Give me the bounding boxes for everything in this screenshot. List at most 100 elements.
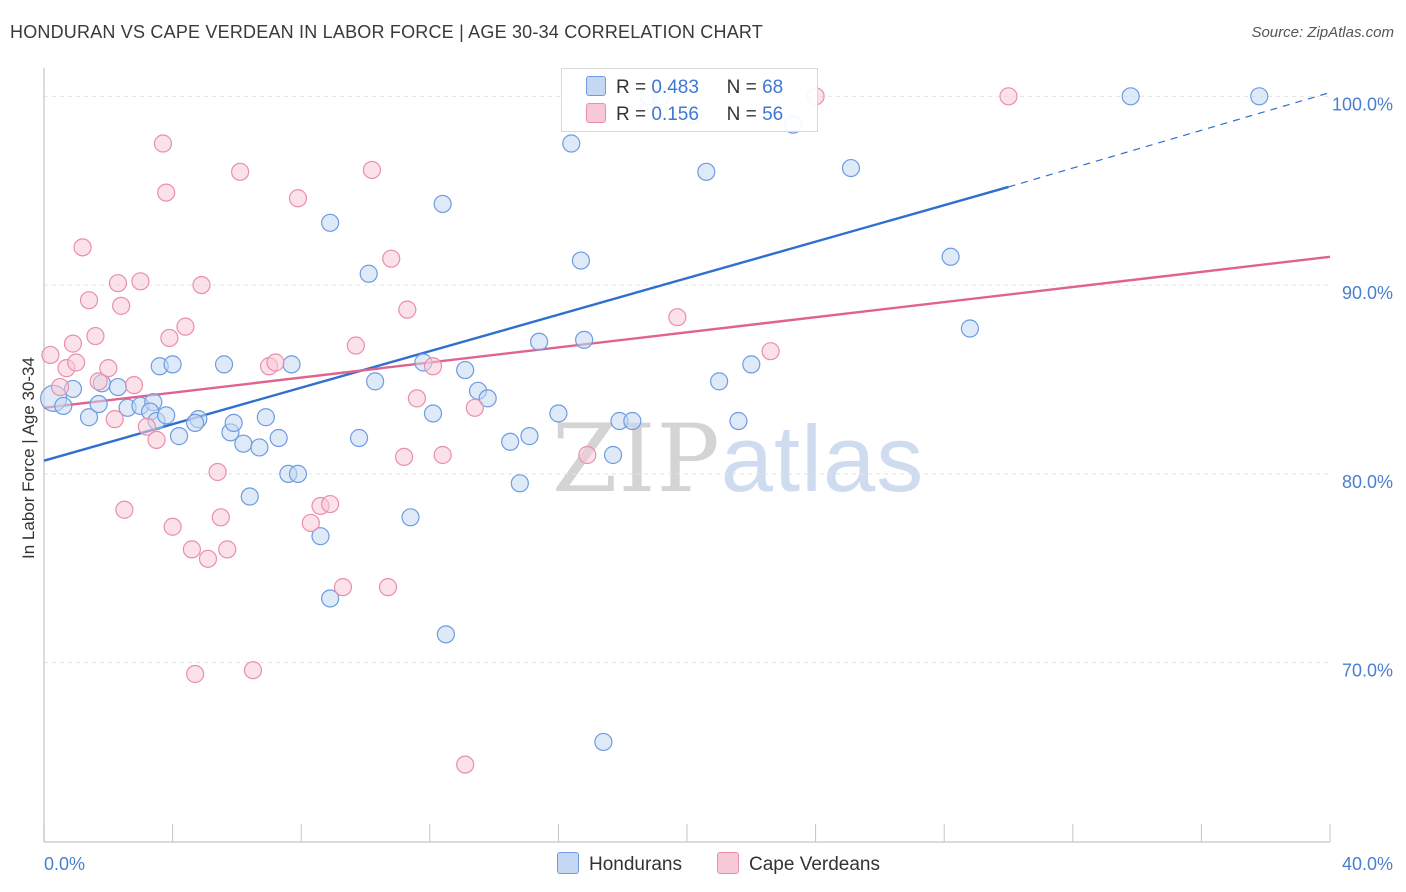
point-cape-verdean — [398, 300, 417, 319]
series-legend: Hondurans Cape Verdeans — [0, 852, 1406, 876]
data-points — [40, 87, 1269, 774]
point-honduran — [1250, 87, 1269, 106]
point-honduran — [710, 372, 729, 391]
point-honduran — [603, 445, 623, 465]
point-cape-verdean — [198, 549, 218, 568]
point-cape-verdean — [86, 326, 105, 346]
point-honduran — [510, 474, 529, 493]
point-cape-verdean — [108, 274, 128, 293]
point-honduran — [108, 377, 128, 397]
legend: R = 0.483 N = 68 R = 0.156 N = 56 — [561, 68, 818, 132]
point-honduran — [282, 355, 301, 374]
y-axis-label: In Labor Force | Age 30-34 — [19, 357, 38, 559]
point-honduran — [288, 464, 308, 483]
point-cape-verdean — [423, 357, 443, 376]
series-swatch-cape-verdeans — [717, 852, 739, 874]
point-honduran — [163, 355, 182, 374]
point-cape-verdean — [192, 275, 211, 295]
point-honduran — [54, 396, 73, 416]
point-honduran — [311, 527, 330, 546]
point-cape-verdean — [362, 160, 382, 180]
series-swatch-hondurans — [557, 852, 579, 874]
point-honduran — [79, 408, 99, 427]
point-honduran — [433, 194, 452, 214]
y-tick-label: 70.0% — [1342, 661, 1393, 681]
point-cape-verdean — [41, 345, 60, 365]
y-tick-label: 90.0% — [1342, 283, 1393, 303]
point-cape-verdean — [218, 540, 237, 559]
point-cape-verdean — [112, 296, 131, 315]
point-honduran — [349, 428, 369, 448]
point-honduran — [250, 438, 269, 457]
point-honduran — [571, 251, 591, 270]
point-cape-verdean — [382, 249, 401, 268]
point-cape-verdean — [63, 334, 83, 353]
point-honduran — [269, 428, 288, 448]
x-tick-label: 0.0% — [44, 854, 85, 874]
series-legend-label: Hondurans — [589, 854, 682, 875]
point-cape-verdean — [999, 87, 1018, 106]
point-cape-verdean — [176, 317, 195, 336]
point-cape-verdean — [346, 336, 365, 355]
point-honduran — [960, 319, 980, 338]
point-honduran — [224, 413, 243, 433]
point-honduran — [436, 625, 455, 644]
point-honduran — [594, 732, 613, 752]
point-cape-verdean — [465, 398, 484, 417]
point-cape-verdean — [394, 447, 414, 466]
point-cape-verdean — [456, 755, 475, 774]
point-honduran — [562, 134, 581, 153]
point-honduran — [575, 330, 594, 349]
point-cape-verdean — [433, 445, 452, 465]
point-cape-verdean — [160, 328, 179, 348]
point-cape-verdean — [163, 517, 182, 536]
point-honduran — [186, 413, 205, 433]
point-cape-verdean — [231, 162, 250, 181]
source-credit: Source: ZipAtlas.com — [1251, 24, 1394, 41]
point-honduran — [841, 158, 861, 178]
point-honduran — [520, 427, 539, 446]
point-cape-verdean — [50, 377, 70, 397]
point-honduran — [941, 247, 960, 266]
point-cape-verdean — [211, 508, 230, 527]
legend-r-value: 0.156 — [651, 104, 699, 125]
point-cape-verdean — [186, 664, 205, 684]
grid-lines — [44, 95, 1330, 664]
legend-swatch-hondurans — [586, 76, 606, 96]
point-cape-verdean — [124, 376, 144, 395]
point-honduran — [321, 589, 340, 608]
point-cape-verdean — [288, 189, 308, 208]
point-cape-verdean — [407, 389, 427, 408]
legend-n-value: 56 — [762, 104, 784, 125]
series-legend-cape-verdeans: Cape Verdeans — [717, 852, 880, 876]
point-honduran — [157, 406, 176, 425]
legend-n-value: 68 — [762, 77, 784, 98]
point-cape-verdean — [89, 372, 108, 391]
trend-line-hondurans-extension — [1008, 91, 1331, 188]
axes — [43, 68, 1331, 843]
point-cape-verdean — [208, 462, 227, 482]
point-honduran — [169, 427, 189, 446]
legend-n-label: N = — [726, 77, 757, 98]
y-tick-label: 80.0% — [1342, 472, 1393, 492]
point-honduran — [401, 508, 420, 527]
point-cape-verdean — [157, 183, 176, 202]
trend-lines — [43, 91, 1331, 462]
point-honduran — [240, 487, 259, 506]
point-honduran — [530, 332, 549, 351]
point-cape-verdean — [105, 410, 124, 429]
point-cape-verdean — [761, 342, 780, 361]
point-cape-verdean — [266, 353, 285, 372]
point-cape-verdean — [243, 661, 263, 680]
point-cape-verdean — [73, 238, 92, 257]
point-cape-verdean — [131, 272, 150, 291]
trend-line-cape-verdeans — [43, 255, 1331, 409]
point-honduran — [366, 372, 385, 391]
point-honduran — [1121, 87, 1140, 106]
point-cape-verdean — [115, 500, 134, 519]
point-honduran — [321, 213, 340, 232]
point-cape-verdean — [301, 513, 320, 533]
point-honduran — [359, 264, 378, 283]
point-cape-verdean — [668, 308, 687, 327]
point-cape-verdean — [147, 430, 166, 449]
